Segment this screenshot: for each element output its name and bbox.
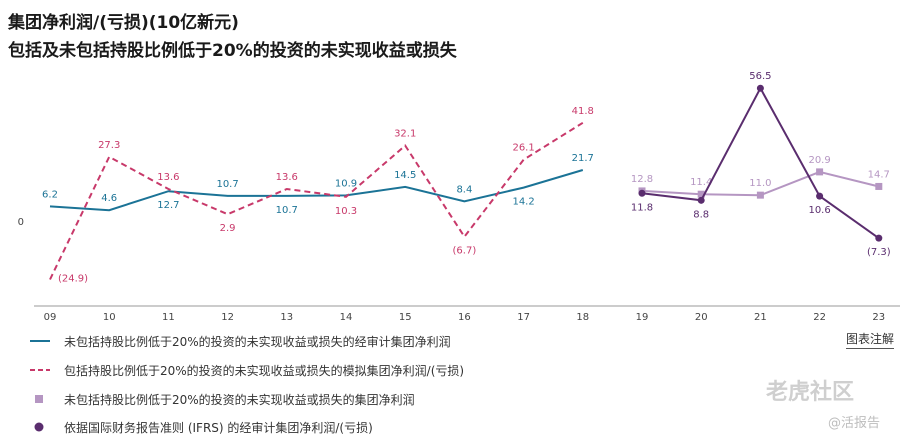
data-label: 8.8 <box>693 209 709 220</box>
data-point-circle <box>638 189 646 197</box>
chart-title: 集团净利润/(亏损)(10亿新元) <box>8 13 239 33</box>
x-tick-label: 21 <box>754 312 767 323</box>
legend-item-proforma-incl: 包括持股比例低于20%的投资的未实现收益或损失的模拟集团净利润/(亏损) <box>30 361 464 379</box>
chart-subtitle: 包括及未包括持股比例低于20%的投资的未实现收益或损失 <box>8 41 457 61</box>
data-point-circle <box>816 192 824 200</box>
legend-label: 未包括持股比例低于20%的投资的未实现收益或损失的集团净利润 <box>64 392 415 407</box>
chart-notes-link[interactable]: 图表注解 <box>846 330 895 349</box>
watermark-handle: @活报告 <box>828 416 881 431</box>
data-label: 13.6 <box>157 172 179 183</box>
series-line-1 <box>49 121 584 280</box>
data-label: 11.4 <box>690 177 712 188</box>
data-label: 14.2 <box>512 197 534 208</box>
data-point-circle <box>756 84 764 92</box>
data-point-square <box>756 191 764 199</box>
data-label: 11.0 <box>749 178 771 189</box>
legend-label: 依据国际财务报告准则 (IFRS) 的经审计集团净利润/(亏损) <box>64 420 373 435</box>
x-tick-label: 16 <box>458 312 471 323</box>
data-label: (24.9) <box>58 274 88 285</box>
data-label: (6.7) <box>453 246 477 257</box>
data-label: 4.6 <box>101 193 117 204</box>
data-point-square <box>697 190 705 198</box>
data-point-square <box>875 182 883 190</box>
x-tick-label: 12 <box>221 312 234 323</box>
data-point-circle <box>697 196 705 204</box>
data-label: 56.5 <box>749 71 771 82</box>
legend-item-audited-excl: 未包括持股比例低于20%的投资的未实现收益或损失的经审计集团净利润 <box>30 332 451 350</box>
data-label: 14.5 <box>394 170 416 181</box>
data-label: 20.9 <box>808 155 830 166</box>
legend-label: 包括持股比例低于20%的投资的未实现收益或损失的模拟集团净利润/(亏损) <box>64 363 465 378</box>
data-label: 12.8 <box>631 174 653 185</box>
data-label: 26.1 <box>512 143 534 154</box>
data-label: 10.9 <box>335 178 357 189</box>
y-tick-label-zero: 0 <box>18 217 24 228</box>
data-point-square <box>816 168 824 176</box>
x-tick-label: 22 <box>813 312 826 323</box>
legend-item-ifrs: 依据国际财务报告准则 (IFRS) 的经审计集团净利润/(亏损) <box>30 418 373 436</box>
data-label: 6.2 <box>42 189 58 200</box>
watermark-logo: 老虎社区 <box>766 380 855 405</box>
data-label: 10.7 <box>216 179 238 190</box>
series-line-0 <box>49 169 584 212</box>
legend-swatch-square <box>35 395 43 403</box>
x-tick-label: 20 <box>695 312 708 323</box>
x-tick-label: 13 <box>280 312 293 323</box>
data-point-circle <box>875 234 883 242</box>
legend-item-group-excl: 未包括持股比例低于20%的投资的未实现收益或损失的集团净利润 <box>30 390 415 408</box>
data-label: 10.3 <box>335 206 357 217</box>
series-line-3 <box>641 86 880 240</box>
data-label: 8.4 <box>456 184 472 195</box>
data-label: 27.3 <box>98 140 120 151</box>
legend-label: 未包括持股比例低于20%的投资的未实现收益或损失的经审计集团净利润 <box>64 334 451 349</box>
x-tick-label: 14 <box>340 312 353 323</box>
legend-swatch-circle <box>34 422 44 432</box>
data-label: (7.3) <box>867 247 891 258</box>
data-label: 11.8 <box>631 202 653 213</box>
x-tick-label: 17 <box>517 312 530 323</box>
x-tick-label: 15 <box>399 312 412 323</box>
legend-swatch-solid-line <box>30 340 50 342</box>
data-label: 14.7 <box>868 169 890 180</box>
x-tick-label: 09 <box>44 312 57 323</box>
data-label: 32.1 <box>394 129 416 140</box>
data-label: 13.6 <box>276 172 298 183</box>
data-label: 41.8 <box>572 106 594 117</box>
data-label: 10.7 <box>276 205 298 216</box>
data-label: 21.7 <box>572 153 594 164</box>
x-tick-label: 11 <box>162 312 175 323</box>
x-tick-label: 10 <box>103 312 116 323</box>
legend-swatch-dashed-line <box>30 369 50 371</box>
x-tick-label: 23 <box>872 312 885 323</box>
x-tick-label: 18 <box>576 312 589 323</box>
data-label: 10.6 <box>808 205 830 216</box>
x-tick-label: 19 <box>636 312 649 323</box>
data-label: 2.9 <box>220 223 236 234</box>
data-label: 12.7 <box>157 200 179 211</box>
